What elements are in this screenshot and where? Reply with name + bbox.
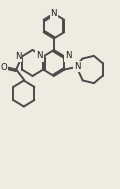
- Text: O: O: [0, 63, 7, 72]
- Text: N: N: [65, 51, 71, 60]
- Text: N: N: [74, 62, 81, 71]
- Text: N: N: [15, 52, 21, 61]
- Text: N: N: [51, 9, 57, 18]
- Text: N: N: [36, 51, 43, 60]
